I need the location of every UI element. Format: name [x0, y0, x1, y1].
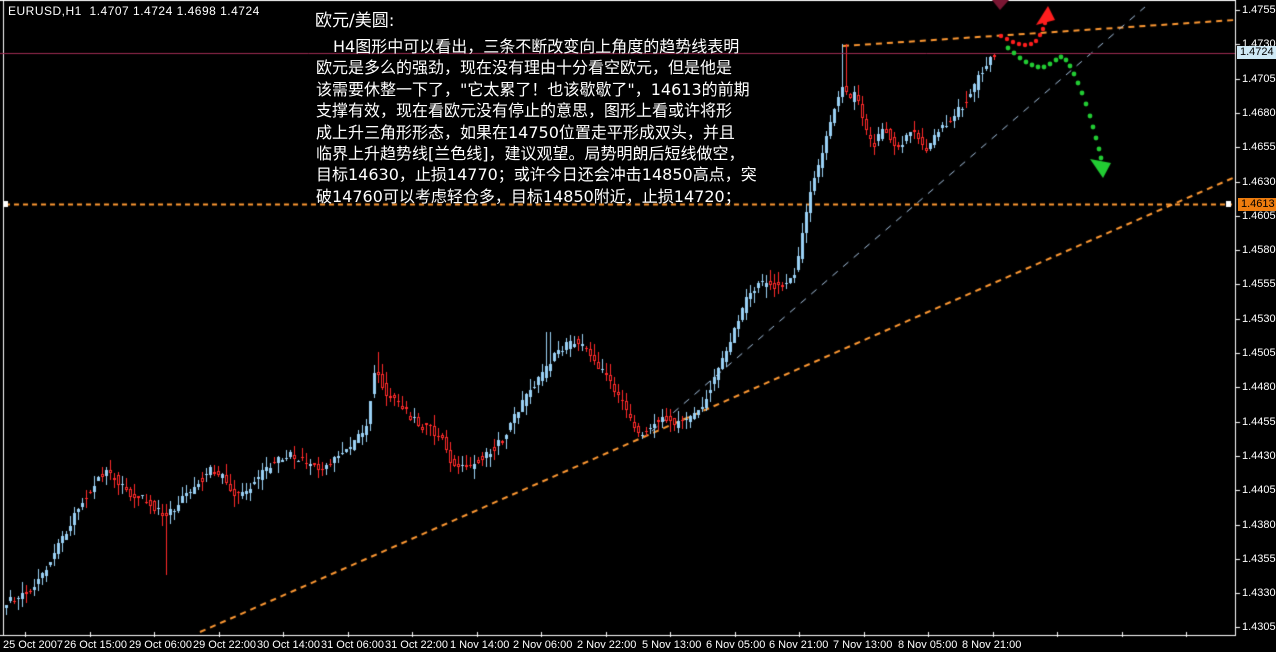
price-axis-label: 1.4680	[1242, 106, 1276, 119]
analysis-line: 该需要休整一下了，"它太累了！也该歇歇了"，14613的前期	[316, 79, 750, 99]
time-axis-label: 2 Nov 22:00	[577, 639, 637, 651]
price-axis-label: 1.4530	[1242, 312, 1276, 325]
price-axis-label: 1.4605	[1242, 209, 1276, 222]
price-axis-label: 1.4455	[1242, 415, 1276, 428]
time-axis-label: 29 Oct 06:00	[129, 639, 192, 651]
analysis-line: H4图形中可以看出，三条不断改变向上角度的趋势线表明	[333, 37, 740, 56]
price-axis-label: 1.4305	[1242, 621, 1276, 634]
price-axis-label: 1.4655	[1242, 141, 1276, 154]
price-axis-label: 1.4580	[1242, 244, 1276, 257]
price-axis-label: 1.4755	[1242, 4, 1276, 16]
time-axis-label: 26 Oct 15:00	[64, 639, 127, 651]
time-axis-label: 5 Nov 13:00	[642, 639, 702, 651]
price-axis-label: 1.4555	[1242, 278, 1276, 291]
time-axis-label: 29 Oct 22:00	[193, 639, 256, 651]
symbol-ohlc-label: EURUSD,H1 1.4707 1.4724 1.4698 1.4724	[8, 4, 260, 18]
analysis-title: 欧元/美圆:	[315, 11, 395, 31]
support-price-tag: 1.4613	[1238, 198, 1276, 211]
analysis-line: 临界上升趋势线[兰色线]，建议观望。局势明朗后短线做空，	[316, 144, 745, 164]
price-axis-label: 1.4630	[1242, 175, 1276, 188]
time-axis-label: 1 Nov 14:00	[450, 639, 510, 651]
price-axis-label: 1.4405	[1242, 484, 1276, 497]
time-axis-label: 31 Oct 06:00	[321, 639, 384, 651]
time-axis-label: 7 Nov 13:00	[833, 639, 893, 651]
current-price-tag: 1.4724	[1237, 46, 1276, 59]
time-axis-label: 2 Nov 06:00	[513, 639, 573, 651]
time-axis-label: 6 Nov 05:00	[706, 639, 766, 651]
analysis-line: 欧元是多么的强劲，现在没有理由十分看空欧元，但是他是	[316, 58, 733, 78]
price-axis-label: 1.4330	[1242, 587, 1276, 600]
time-axis-label: 25 Oct 2007	[3, 639, 63, 651]
time-axis-label: 31 Oct 22:00	[385, 639, 448, 651]
analysis-line: 目标14630，止损14770；或许今日还会冲击14850高点，突	[316, 165, 757, 185]
price-axis-label: 1.4380	[1242, 518, 1276, 531]
analysis-line: 成上升三角形形态，如果在14750位置走平形成双头，并且	[316, 122, 735, 142]
analysis-line: 支撑有效，现在看欧元没有停止的意思，图形上看或许将形	[316, 101, 733, 121]
price-axis-label: 1.4705	[1242, 72, 1276, 85]
time-axis-label: 8 Nov 21:00	[962, 639, 1022, 651]
analysis-line: 破14760可以考虑轻仓多，目标14850附近，止损14720；	[316, 186, 741, 206]
price-axis-label: 1.4355	[1242, 552, 1276, 565]
time-axis-label: 6 Nov 21:00	[769, 639, 829, 651]
price-axis-label: 1.4505	[1242, 347, 1276, 359]
price-axis-label: 1.4480	[1242, 381, 1276, 394]
time-axis-label: 8 Nov 05:00	[898, 639, 958, 651]
analysis-text: H4图形中可以看出，三条不断改变向上角度的趋势线表明欧元是多么的强劲，现在没有理…	[316, 36, 757, 207]
price-axis-label: 1.4430	[1242, 449, 1276, 462]
time-axis-label: 30 Oct 14:00	[257, 639, 320, 651]
